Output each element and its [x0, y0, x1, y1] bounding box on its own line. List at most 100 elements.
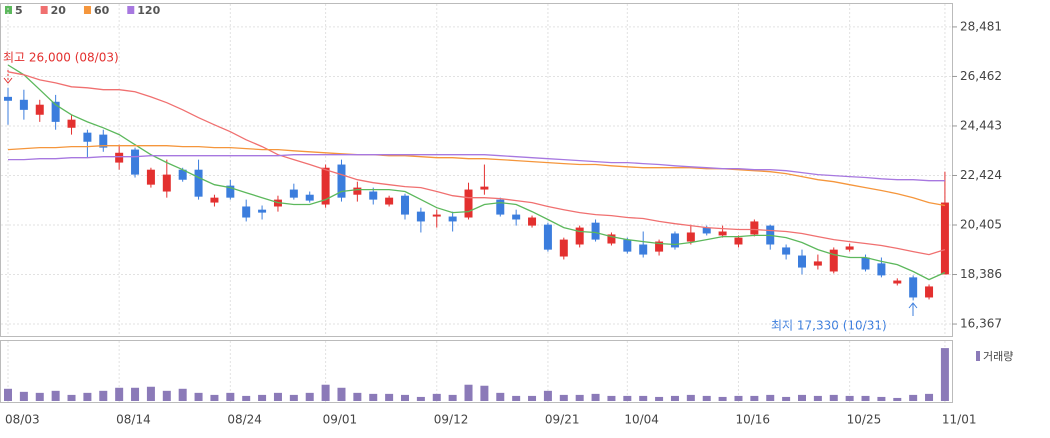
high-annotation: 최고 26,000 (08/03): [3, 51, 119, 65]
candle-body: [226, 185, 235, 198]
y-tick-label: 24,443: [960, 118, 1002, 132]
candle-body: [750, 221, 759, 235]
ma-line: [7, 64, 946, 281]
volume-bar: [448, 394, 457, 401]
candle-body: [146, 169, 155, 185]
volume-bar: [639, 395, 648, 401]
volume-bar: [464, 384, 473, 401]
candle-body: [925, 286, 934, 298]
volume-bar: [766, 394, 775, 401]
volume-bar: [337, 387, 346, 401]
candle-body: [670, 233, 679, 248]
volume-bar: [226, 392, 235, 401]
volume-bar: [242, 395, 251, 401]
volume-bar: [798, 394, 806, 401]
candle-body: [51, 101, 60, 122]
volume-bar: [861, 395, 870, 401]
legend-label: 5: [15, 4, 23, 17]
volume-legend-label: 거래량: [983, 350, 1013, 363]
x-tick-label: 09/12: [434, 413, 469, 427]
volume-bar: [35, 392, 44, 401]
candle-body: [337, 164, 346, 198]
volume-bar: [655, 396, 664, 401]
volume-bar: [591, 393, 600, 401]
volume-bar: [67, 394, 76, 401]
volume-bar: [131, 387, 140, 401]
y-tick-label: 16,367: [960, 317, 1002, 331]
x-tick-label: 11/01: [942, 413, 977, 427]
candle-body: [35, 104, 44, 115]
volume-bar: [4, 388, 12, 401]
low-arrow: [908, 302, 918, 316]
candle-body: [242, 206, 251, 218]
candle-body: [464, 189, 473, 218]
price-panel: [0, 3, 953, 337]
low-annotation: 최저 17,330 (10/31): [771, 319, 887, 333]
ma-line: [8, 154, 945, 182]
volume-bar: [940, 348, 949, 401]
volume-bar: [258, 394, 267, 401]
candle-body: [512, 214, 521, 220]
volume-bar: [528, 395, 537, 401]
volume-bar: [686, 394, 695, 401]
volume-bar: [115, 387, 124, 401]
y-tick-label: 18,386: [960, 267, 1002, 281]
volume-bar: [702, 395, 711, 401]
candle-body: [813, 261, 822, 266]
candle-body: [559, 239, 568, 257]
legend-label: 20: [51, 4, 67, 17]
volume-bar: [750, 395, 759, 401]
volume-bar: [877, 396, 886, 401]
volume-bar: [845, 395, 854, 401]
volume-bar: [432, 393, 441, 401]
candle-body: [353, 187, 362, 195]
candle-body: [210, 197, 219, 203]
candle-body: [861, 257, 870, 270]
volume-bar: [575, 394, 584, 401]
candle-body: [686, 232, 695, 242]
candle-body: [591, 222, 600, 240]
volume-bar: [385, 393, 394, 401]
volume-bar: [273, 392, 282, 401]
candle-body: [782, 247, 791, 255]
x-tick-label: 08/03: [5, 413, 40, 427]
candle-body: [305, 194, 314, 201]
volume-bar: [83, 392, 92, 401]
volume-bar: [19, 391, 28, 401]
candle-body: [734, 237, 743, 245]
volume-bar: [162, 390, 171, 401]
candle-body: [607, 234, 616, 244]
volume-bar: [893, 397, 902, 401]
candle-body: [4, 96, 12, 101]
candle-body: [258, 209, 267, 213]
candle-body: [877, 263, 886, 276]
volume-panel: [0, 340, 953, 403]
candle-body: [909, 277, 918, 298]
y-tick-label: 22,424: [960, 168, 1002, 182]
volume-bar: [194, 392, 203, 401]
candle-body: [845, 246, 854, 250]
legend-swatch: [83, 6, 91, 14]
candle-body: [385, 197, 394, 205]
candle-body: [67, 119, 76, 128]
volume-bar: [909, 394, 918, 401]
legend-swatch: [40, 6, 48, 14]
candle-body: [448, 216, 457, 222]
volume-bar: [305, 392, 314, 401]
candle-body: [369, 191, 378, 200]
candle-body: [401, 195, 409, 215]
candle-body: [83, 132, 92, 142]
volume-bar: [416, 396, 425, 401]
x-tick-label: 09/01: [323, 413, 358, 427]
volume-bar: [925, 393, 934, 401]
candle-body: [940, 202, 949, 275]
volume-bar: [512, 395, 521, 401]
candle-body: [718, 231, 727, 236]
volume-bar: [813, 395, 822, 401]
candle-body: [19, 99, 28, 110]
candle-body: [99, 134, 108, 148]
candle-body: [321, 167, 330, 205]
candle-body: [416, 211, 425, 222]
candle-body: [496, 199, 505, 215]
